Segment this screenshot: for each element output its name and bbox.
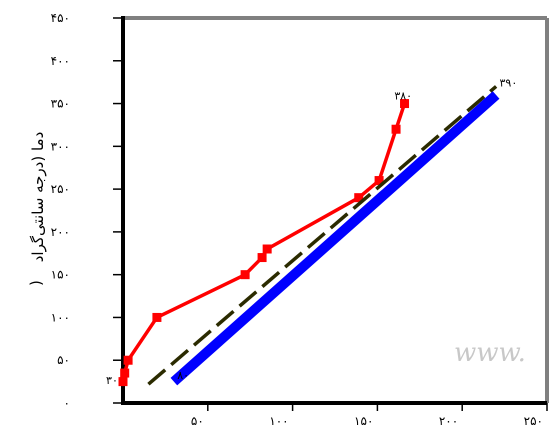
data-annotation: ۳۰ bbox=[106, 374, 118, 387]
series-line-blue bbox=[170, 91, 500, 386]
y-tick-label: ۵۰ bbox=[57, 353, 70, 367]
y-tick-label: ۳۵۰ bbox=[51, 97, 70, 111]
series-point bbox=[354, 193, 364, 203]
x-tick-label: ۵۰ bbox=[191, 414, 204, 428]
series-line-dashed bbox=[147, 85, 498, 386]
series-point bbox=[391, 124, 401, 134]
series-point bbox=[240, 270, 250, 280]
series-point bbox=[152, 312, 162, 322]
y-tick-label: ۱۵۰ bbox=[51, 268, 70, 282]
series-point bbox=[374, 176, 384, 186]
x-tick-label: ۱۰۰ bbox=[269, 414, 288, 428]
series-point bbox=[400, 99, 410, 109]
y-tick-label: ۱۰۰ bbox=[51, 310, 70, 324]
y-tick-label: ۲۵۰ bbox=[51, 182, 70, 196]
series-point bbox=[120, 368, 130, 378]
x-tick-label: ۲۵۰ bbox=[524, 414, 543, 428]
series-point bbox=[262, 244, 272, 254]
series-line-red bbox=[121, 103, 407, 382]
watermark-text: www. bbox=[454, 338, 526, 368]
series-point bbox=[257, 253, 267, 263]
y-tick-label: ۴۰۰ bbox=[51, 54, 70, 68]
y-tick-label: ۲۰۰ bbox=[51, 225, 70, 239]
data-annotation: ۳۸۰ bbox=[394, 89, 412, 102]
y-tick-label: ۳۰۰ bbox=[51, 139, 70, 153]
y-tick-label: ۰ bbox=[64, 396, 70, 410]
series-point bbox=[118, 377, 128, 387]
data-annotation: ۳۹۰ bbox=[500, 76, 518, 89]
x-tick-label: ۲۰۰ bbox=[439, 414, 458, 428]
data-annotation: ۸۰ bbox=[177, 369, 189, 382]
x-tick-label: ۱۵۰ bbox=[354, 414, 373, 428]
series-point bbox=[123, 355, 133, 365]
y-tick-label: ۴۵۰ bbox=[51, 11, 70, 25]
